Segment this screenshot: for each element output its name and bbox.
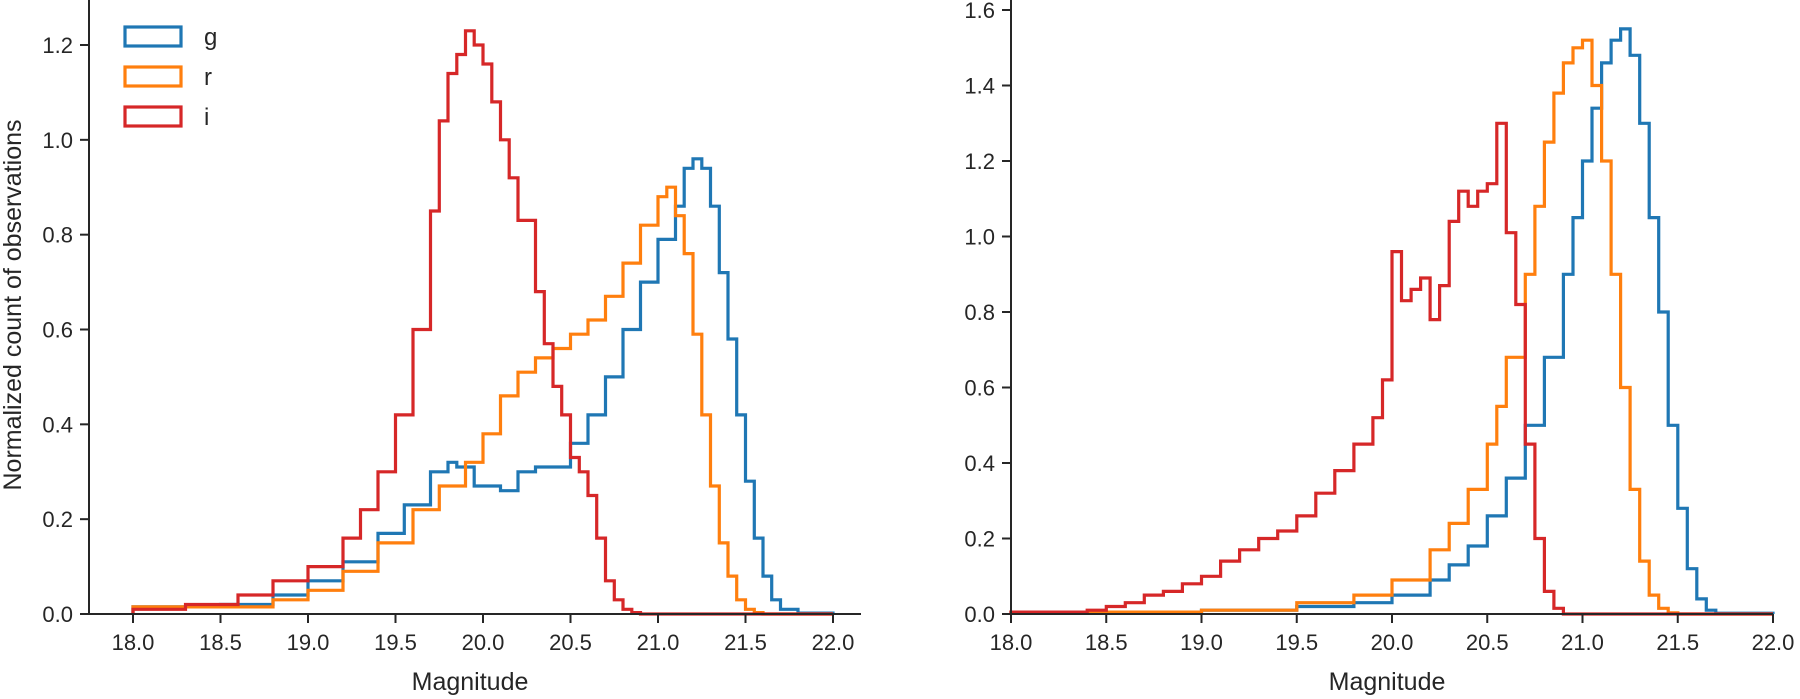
y-tick-label: 1.2 — [964, 149, 995, 174]
x-tick-label: 20.0 — [1371, 630, 1414, 655]
x-tick-label: 18.5 — [199, 630, 242, 655]
y-tick-label: 0.4 — [42, 412, 73, 437]
x-tick-label: 18.5 — [1085, 630, 1128, 655]
x-tick-label: 20.5 — [549, 630, 592, 655]
y-tick-label: 0.8 — [964, 300, 995, 325]
series-i-line — [1009, 121, 1773, 616]
x-tick-label: 20.5 — [1466, 630, 1509, 655]
y-tick-label: 0.0 — [964, 602, 995, 627]
panel-1: 18.0 18.5 19.0 19.5 20.0 20.5 21.0 21.5 22.0 0.0 0… — [0, 0, 861, 696]
y-tick-label: 1.4 — [964, 74, 995, 99]
legend-label-g: g — [204, 24, 217, 51]
x-tick-label: 21.5 — [1656, 630, 1699, 655]
y-tick-label: 1.6 — [964, 0, 995, 23]
series-r-line — [1009, 38, 1773, 616]
panel-2: 18.0 18.5 19.0 19.5 20.0 20.5 21.0 21.5 22.0 0.0 0… — [964, 0, 1794, 696]
x-tick-label: 19.5 — [374, 630, 417, 655]
x-tick-label: 19.0 — [1180, 630, 1223, 655]
x-tick-label: 21.0 — [637, 630, 680, 655]
y-tick-label: 1.0 — [42, 128, 73, 153]
x-tick-label: 18.0 — [990, 630, 1033, 655]
y-tick-label: 0.6 — [964, 376, 995, 401]
y-tick-label: 1.0 — [964, 225, 995, 250]
legend: gri — [123, 24, 217, 131]
y-tick-label: 0.2 — [964, 527, 995, 552]
x-tick-label: 19.5 — [1275, 630, 1318, 655]
x-tick-label: 18.0 — [112, 630, 155, 655]
series-r-line — [131, 185, 833, 616]
y-tick-label: 0.2 — [42, 507, 73, 532]
x-tick-label: 22.0 — [812, 630, 855, 655]
series-i-line — [131, 29, 833, 616]
x-axis-label: Magnitude — [412, 668, 529, 696]
legend-swatch-g — [123, 25, 183, 48]
y-tick-label: 0.8 — [42, 223, 73, 248]
y-axis-label: Normalized count of observations — [0, 119, 27, 490]
x-axis-label: Magnitude — [1329, 668, 1446, 696]
legend-swatch-i — [123, 105, 183, 128]
y-tick-label: 0.0 — [42, 602, 73, 627]
legend-swatch-r — [123, 65, 183, 88]
y-tick-label: 0.4 — [964, 451, 995, 476]
series-g-line — [1009, 27, 1775, 615]
series-g-line — [131, 157, 835, 615]
x-tick-label: 19.0 — [287, 630, 330, 655]
y-tick-label: 1.2 — [42, 33, 73, 58]
x-tick-label: 21.5 — [724, 630, 767, 655]
legend-label-i: i — [204, 104, 209, 131]
x-tick-label: 21.0 — [1561, 630, 1604, 655]
x-tick-label: 22.0 — [1752, 630, 1795, 655]
legend-label-r: r — [204, 64, 212, 91]
x-tick-label: 20.0 — [462, 630, 505, 655]
y-tick-label: 0.6 — [42, 318, 73, 343]
